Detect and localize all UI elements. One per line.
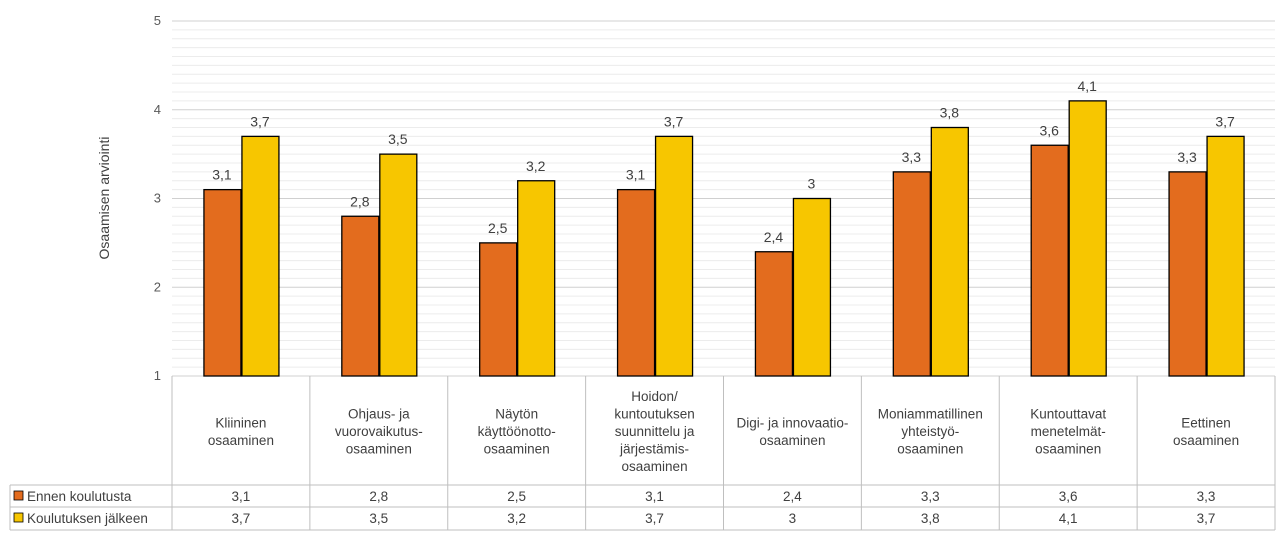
category-label: Kuntouttavat menetelmät-osaaminen [1030,407,1106,457]
table-cell: 2,4 [783,489,802,504]
category-label: Eettinen osaaminen [1173,415,1239,448]
table-cell: 2,5 [507,489,526,504]
y-tick-label: 2 [154,279,161,294]
data-labels: 3,1 3,7 2,8 3,5 2,5 3,2 3,1 3,7 2,4 3 3,3 3,8 3,6 4,1… [212,78,1235,245]
bar-jalkeen [930,126,969,377]
data-label: 3,3 [902,149,922,165]
table-cell: 3,5 [369,511,388,526]
table-cell: 3,1 [232,489,251,504]
table-cell: 3,1 [645,489,664,504]
data-label: 3 [808,176,816,192]
y-tick-label: 3 [154,191,161,206]
legend-label: Ennen koulutusta [27,489,132,504]
table-cell: 3,7 [645,511,664,526]
bar-ennen [892,171,931,377]
bar-ennen [616,188,656,377]
y-axis: 1 2 3 4 5 [154,13,161,383]
table-cell: 2,8 [369,489,388,504]
bar-jalkeen [517,180,556,377]
bar-jalkeen [241,135,280,377]
data-label: 3,8 [940,105,960,121]
data-label: 3,2 [526,158,546,174]
bar-jalkeen [654,135,694,377]
table-cell: 3,6 [1059,489,1078,504]
data-label: 2,4 [764,229,784,245]
category-label: Kliininen osaaminen [208,415,274,448]
bar-jalkeen [1206,135,1245,377]
category-label: Digi- ja innovaatio-osaaminen [737,415,849,448]
category-label: Näytön käyttöönotto-osaaminen [478,407,556,457]
table-cell: 3 [789,511,797,526]
bar-ennen [479,242,518,377]
bar-ennen [1030,144,1069,377]
bar-ennen [1168,171,1207,377]
y-tick-label: 5 [154,13,161,28]
y-tick-label: 1 [154,368,161,383]
data-label: 3,1 [212,167,232,183]
data-label: 4,1 [1077,78,1097,94]
bar-ennen [341,215,380,377]
legend-key-jalkeen [13,512,24,523]
bar-ennen [754,251,794,377]
bar-jalkeen [379,153,418,377]
data-label: 3,7 [250,113,270,129]
bar-jalkeen [792,197,832,377]
data-label: 2,5 [488,220,508,236]
y-axis-label: Osaamisen arviointi [96,137,112,260]
data-label: 3,7 [1215,113,1235,129]
table-cell: 3,2 [507,511,526,526]
category-label: Hoidon/kuntoutuksen suunnittelu ja järjest… [614,389,694,474]
category-label: Moniammatillinen yhteistyö-osaaminen [878,407,983,457]
legend-label: Koulutuksen jälkeen [27,511,148,526]
gridlines [172,20,1275,377]
legend-key-ennen [13,490,24,501]
data-table: Kliininen osaaminen Ohjaus- ja vuorovaikutu… [9,376,1276,531]
data-label: 2,8 [350,193,370,209]
data-label: 3,6 [1039,122,1059,138]
bars [203,100,1245,377]
y-tick-label: 4 [154,102,161,117]
data-label: 3,5 [388,131,408,147]
bar-ennen [203,188,242,377]
data-label: 3,3 [1177,149,1197,165]
data-label: 3,7 [664,113,684,129]
table-cell: 3,8 [921,511,940,526]
table-cell: 4,1 [1059,511,1078,526]
bar-jalkeen [1068,100,1107,377]
category-label: Ohjaus- ja vuorovaikutus-osaaminen [335,407,423,457]
table-cell: 3,3 [1197,489,1216,504]
table-cell: 3,3 [921,489,940,504]
table-cell: 3,7 [1197,511,1216,526]
table-cell: 3,7 [232,511,251,526]
data-label: 3,1 [626,167,646,183]
